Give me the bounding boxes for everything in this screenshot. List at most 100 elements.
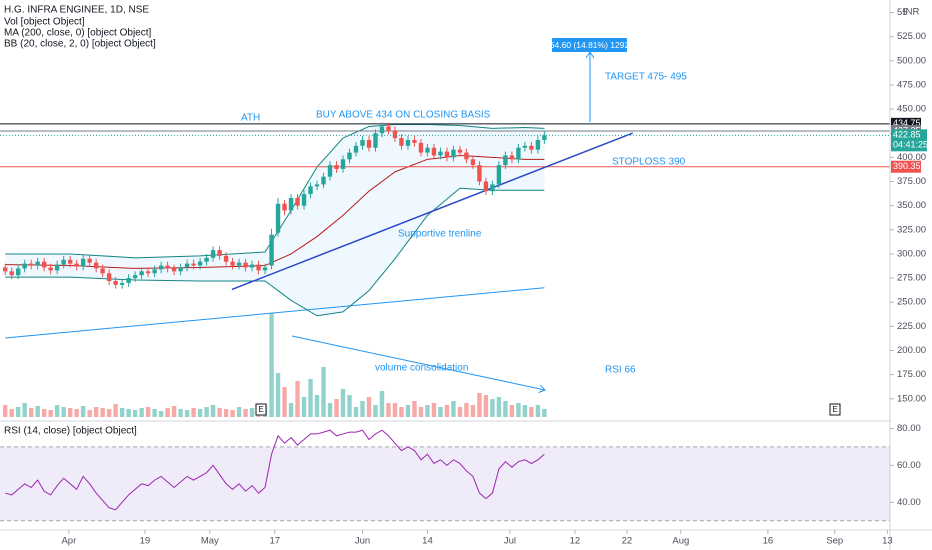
candle-body: [425, 147, 430, 153]
x-tick-label: 13: [882, 536, 893, 547]
volume-bar: [191, 408, 196, 417]
volume-bar: [444, 405, 450, 417]
candle-body: [321, 176, 326, 185]
volume-bar: [366, 397, 372, 417]
annotation: RSI 66: [605, 365, 636, 376]
y-tick-label: 150.00: [897, 393, 926, 404]
candle-body: [373, 133, 378, 148]
candle-body: [334, 165, 339, 169]
volume-bar: [178, 409, 183, 417]
volume-bar: [334, 399, 339, 417]
legend-line: MA (200, close, 0) [object Object]: [4, 28, 152, 39]
volume-bar: [275, 373, 281, 417]
volume-bar: [269, 313, 274, 417]
countdown: 04:41:25: [893, 140, 928, 150]
candle-body: [405, 140, 411, 146]
volume-bar: [80, 406, 86, 417]
x-tick-label: 16: [763, 536, 774, 547]
annotation: volume consolidation: [375, 363, 468, 374]
volume-bar: [54, 405, 60, 417]
candle-body: [197, 261, 203, 266]
earnings-icon-label: E: [258, 405, 263, 414]
volume-bar: [288, 403, 294, 417]
y-tick-label: 375.00: [897, 176, 926, 187]
candle-body: [204, 257, 209, 262]
volume-bar: [74, 409, 79, 417]
volume-bar: [171, 406, 177, 417]
volume-bar: [483, 395, 489, 417]
candle-body: [35, 261, 40, 266]
candle-body: [22, 263, 27, 269]
candle-body: [243, 262, 248, 268]
y-tick-label: 175.00: [897, 369, 926, 380]
volume-bar: [35, 406, 40, 417]
chart-title: H.G. INFRA ENGINEE, 1D, NSE: [4, 5, 149, 16]
candle-body: [301, 194, 307, 206]
candle-body: [347, 152, 352, 160]
volume-bar: [360, 401, 365, 417]
candle-body: [113, 280, 118, 285]
x-tick-label: Jun: [355, 536, 370, 547]
candle-body: [191, 263, 196, 266]
x-tick-label: Aug: [672, 536, 689, 547]
volume-bar: [48, 410, 53, 417]
y-tick-label: 500.00: [897, 55, 926, 66]
volume-bar: [438, 407, 443, 417]
candle-body: [93, 262, 99, 269]
y-tick-label: 300.00: [897, 248, 926, 259]
candle-body: [282, 203, 287, 211]
y-tick-label: 225.00: [897, 321, 926, 332]
candle-body: [15, 268, 21, 276]
candle-body: [340, 159, 346, 169]
y-tick-label: 200.00: [897, 345, 926, 356]
candle-body: [171, 268, 177, 272]
volume-bar: [503, 401, 508, 417]
volume-bar: [152, 409, 157, 417]
rsi-title: RSI (14, close) [object Object]: [4, 426, 137, 437]
volume-bar: [87, 410, 92, 417]
y-tick-label: 250.00: [897, 297, 926, 308]
volume-bar: [522, 405, 528, 417]
volume-bar: [490, 399, 495, 417]
y-tick-label: 450.00: [897, 104, 926, 115]
volume-bar: [158, 411, 164, 417]
candle-body: [139, 271, 144, 276]
volume-bar: [139, 408, 144, 417]
candle-body: [522, 145, 528, 148]
volume-bar: [470, 405, 476, 417]
annotation: ATH: [241, 113, 260, 124]
candle-body: [308, 186, 313, 195]
rsi-tick-label: 60.00: [897, 460, 921, 471]
candle-body: [418, 142, 424, 153]
volume-bar: [431, 403, 437, 417]
rsi-tick-label: 80.00: [897, 423, 921, 434]
candle-body: [210, 250, 216, 258]
candle-body: [217, 250, 222, 256]
volume-bar: [301, 397, 307, 417]
level-label: 434.75: [893, 118, 921, 128]
volume-bar: [249, 408, 255, 417]
candle-body: [119, 282, 125, 285]
volume-bar: [113, 404, 118, 417]
x-tick-label: Apr: [61, 536, 76, 547]
volume-bar: [243, 409, 248, 417]
volume-bar: [477, 393, 482, 417]
volume-bar: [28, 408, 34, 417]
x-tick-label: May: [201, 536, 219, 547]
volume-bar: [223, 409, 229, 417]
y-tick-label: 325.00: [897, 224, 926, 235]
volume-bar: [542, 409, 547, 417]
candle-body: [262, 267, 268, 271]
candle-body: [457, 149, 463, 153]
volume-bar: [516, 403, 521, 417]
volume-bar: [197, 409, 203, 417]
candle-body: [165, 265, 170, 269]
candle-body: [275, 203, 281, 233]
volume-bar: [451, 401, 456, 417]
y-tick-label: 475.00: [897, 79, 926, 90]
volume-bar: [100, 408, 105, 417]
candle-body: [184, 263, 190, 268]
volume-bar: [353, 407, 359, 417]
candle-body: [431, 147, 437, 156]
